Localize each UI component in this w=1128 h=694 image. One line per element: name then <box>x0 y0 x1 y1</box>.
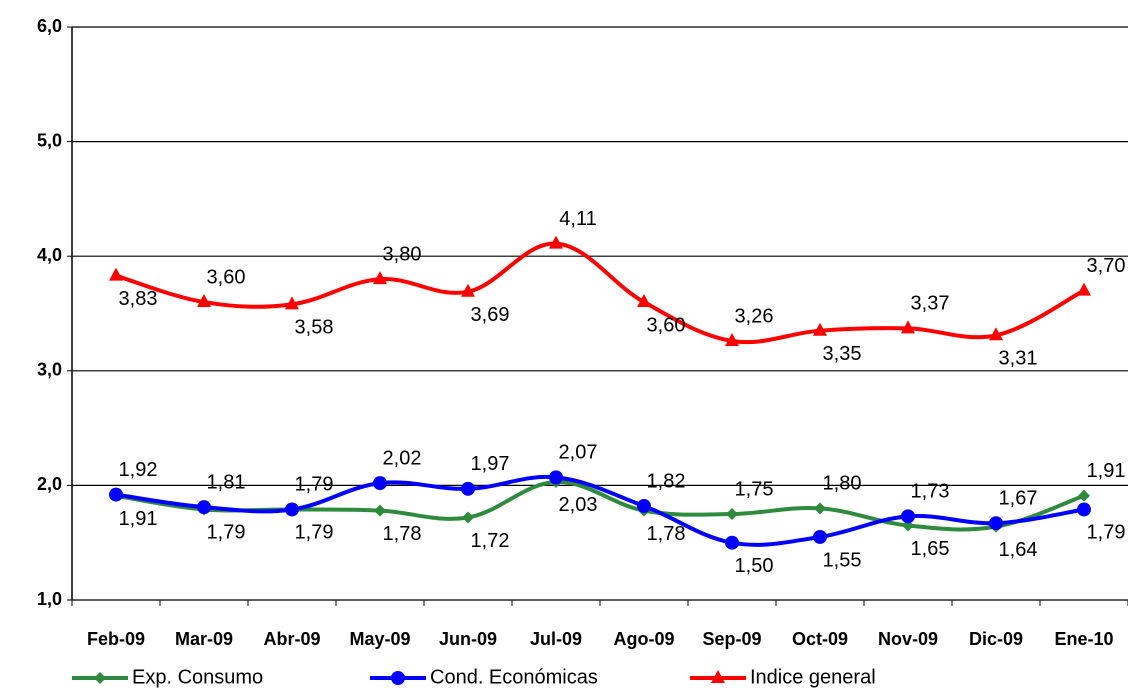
data-label: 1,79 <box>295 522 334 544</box>
point <box>374 504 386 517</box>
x-tick-label: Nov-09 <box>878 629 938 649</box>
data-label: 1,78 <box>383 523 422 545</box>
data-label: 1,79 <box>295 474 334 496</box>
y-tick-label: 1,0 <box>37 589 62 609</box>
data-label: 1,67 <box>999 487 1038 509</box>
point <box>637 499 651 514</box>
point <box>1078 489 1090 502</box>
data-label: 3,83 <box>119 288 158 310</box>
data-label: 1,73 <box>911 481 950 503</box>
point <box>461 481 475 496</box>
point <box>813 322 827 336</box>
point <box>109 487 123 502</box>
x-tick-label: Sep-09 <box>702 629 761 649</box>
point <box>285 296 299 310</box>
y-tick-label: 2,0 <box>37 474 62 494</box>
data-label: 3,70 <box>1087 255 1126 277</box>
point <box>725 535 739 550</box>
point <box>109 267 123 281</box>
data-label: 3,58 <box>295 317 334 339</box>
data-label: 2,02 <box>383 447 422 469</box>
x-tick-label: Feb-09 <box>87 629 145 649</box>
legend-label: Exp. Consumo <box>132 666 263 688</box>
point <box>989 516 1003 531</box>
point <box>462 511 474 524</box>
point <box>461 283 475 297</box>
data-label: 3,60 <box>207 266 246 288</box>
x-tick-label: May-09 <box>349 629 410 649</box>
data-label: 3,26 <box>735 305 774 327</box>
y-tick-label: 4,0 <box>37 245 62 265</box>
y-tick-label: 3,0 <box>37 360 62 380</box>
x-tick-label: Dic-09 <box>969 629 1023 649</box>
data-label: 1,50 <box>735 555 774 577</box>
legend-label: Indice general <box>750 666 876 688</box>
point <box>711 670 725 683</box>
y-tick-label: 6,0 <box>37 16 62 36</box>
x-tick-label: Mar-09 <box>175 629 233 649</box>
point <box>549 235 563 249</box>
series-line <box>115 241 1085 345</box>
data-label: 1,55 <box>823 549 862 571</box>
data-label: 1,79 <box>207 522 246 544</box>
point <box>1077 282 1091 296</box>
x-tick-label: Ago-09 <box>613 629 674 649</box>
point <box>94 672 106 684</box>
data-label: 1,91 <box>119 508 158 530</box>
data-label: 1,64 <box>999 539 1038 561</box>
point <box>1077 502 1091 517</box>
data-label: 1,78 <box>647 523 686 545</box>
point <box>197 294 211 308</box>
data-label: 2,07 <box>559 442 598 464</box>
data-label: 3,35 <box>823 343 862 365</box>
data-label: 2,03 <box>559 494 598 516</box>
point <box>391 671 405 685</box>
point <box>726 508 738 521</box>
data-label: 1,82 <box>647 470 686 492</box>
point <box>901 509 915 524</box>
series-line <box>115 474 1085 547</box>
data-label: 1,97 <box>471 453 510 475</box>
point <box>373 476 387 491</box>
point <box>989 327 1003 341</box>
data-label: 1,80 <box>823 473 862 495</box>
point <box>901 320 915 334</box>
x-tick-label: Abr-09 <box>263 629 320 649</box>
y-tick-label: 5,0 <box>37 130 62 150</box>
data-label: 1,92 <box>119 459 158 481</box>
data-label: 1,79 <box>1087 522 1126 544</box>
point <box>725 333 739 347</box>
point <box>813 529 827 544</box>
data-label: 1,75 <box>735 478 774 500</box>
data-label: 1,91 <box>1087 460 1126 482</box>
x-tick-label: Oct-09 <box>792 629 848 649</box>
data-label: 3,31 <box>999 348 1038 370</box>
data-label: 1,65 <box>911 538 950 560</box>
x-tick-label: Jul-09 <box>530 629 582 649</box>
data-label: 3,80 <box>383 243 422 265</box>
point <box>637 294 651 308</box>
data-label: 4,11 <box>559 208 596 230</box>
x-tick-label: Jun-09 <box>439 629 497 649</box>
data-label: 3,60 <box>647 314 686 336</box>
data-label: 3,37 <box>911 293 950 315</box>
x-tick-label: Ene-10 <box>1054 629 1113 649</box>
point <box>285 502 299 517</box>
data-label: 3,69 <box>471 304 510 326</box>
point <box>814 502 826 515</box>
data-label: 1,81 <box>207 471 246 493</box>
legend-label: Cond. Económicas <box>430 666 598 688</box>
point <box>197 500 211 515</box>
point <box>373 271 387 285</box>
point <box>549 470 563 485</box>
data-label: 1,72 <box>471 530 510 552</box>
